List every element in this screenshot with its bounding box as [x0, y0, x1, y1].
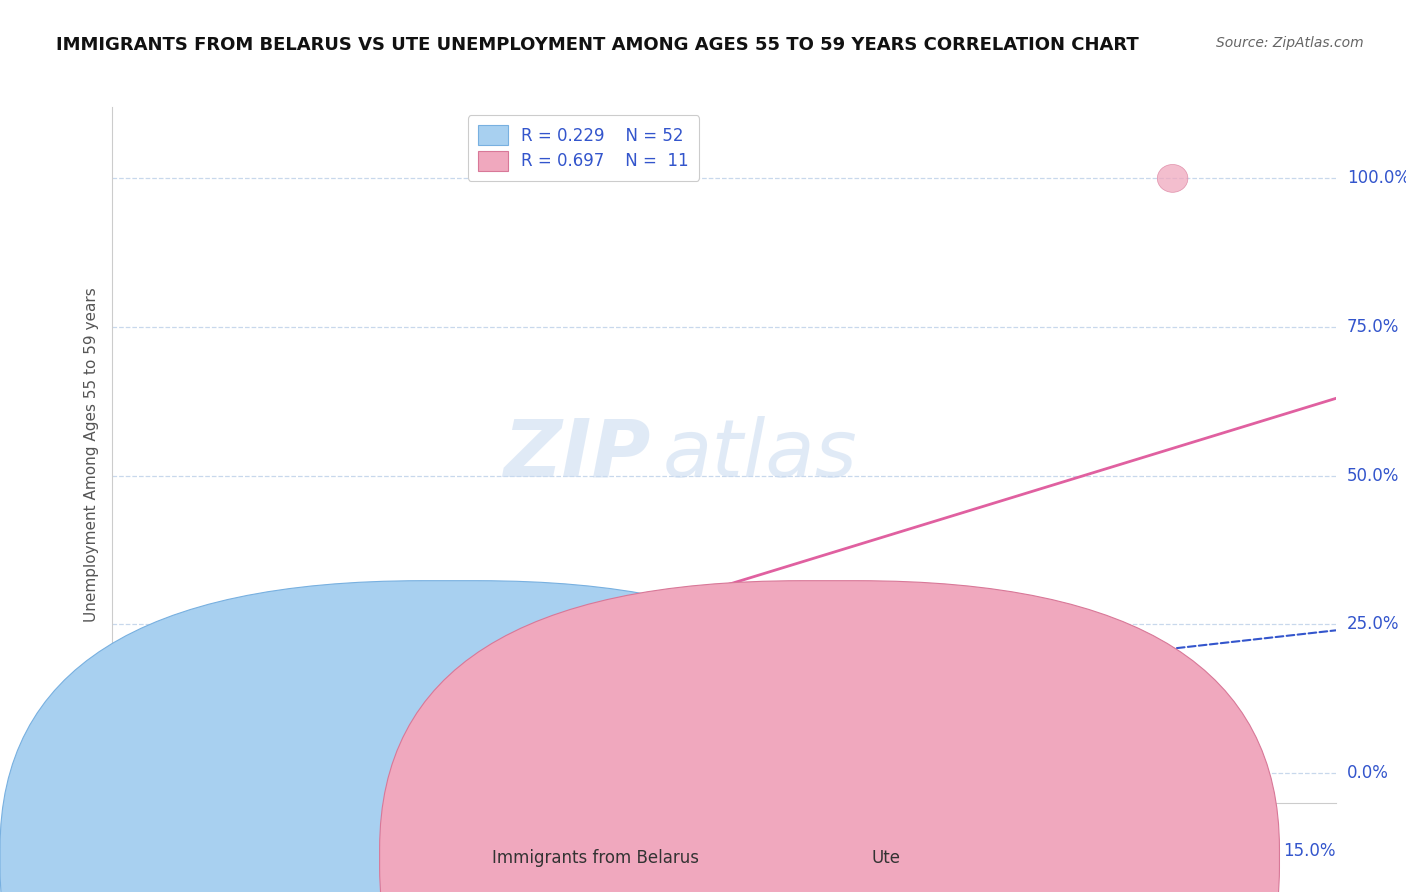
Ellipse shape: [163, 756, 193, 784]
Ellipse shape: [297, 748, 319, 768]
Ellipse shape: [134, 760, 156, 780]
Text: ZIP: ZIP: [503, 416, 651, 494]
Ellipse shape: [127, 757, 148, 777]
Ellipse shape: [112, 764, 135, 783]
Ellipse shape: [586, 717, 617, 746]
Ellipse shape: [264, 748, 287, 768]
Ellipse shape: [127, 650, 148, 670]
Text: 25.0%: 25.0%: [1347, 615, 1399, 633]
Ellipse shape: [330, 748, 352, 768]
Y-axis label: Unemployment Among Ages 55 to 59 years: Unemployment Among Ages 55 to 59 years: [83, 287, 98, 623]
Ellipse shape: [191, 755, 214, 774]
Ellipse shape: [108, 764, 129, 783]
Text: Ute: Ute: [872, 849, 901, 867]
Ellipse shape: [134, 632, 156, 652]
Ellipse shape: [150, 639, 173, 658]
Ellipse shape: [346, 748, 368, 768]
Ellipse shape: [112, 760, 134, 780]
Text: 15.0%: 15.0%: [1284, 842, 1336, 860]
Ellipse shape: [142, 626, 165, 646]
Ellipse shape: [305, 748, 328, 768]
Ellipse shape: [281, 748, 302, 768]
Text: IMMIGRANTS FROM BELARUS VS UTE UNEMPLOYMENT AMONG AGES 55 TO 59 YEARS CORRELATIO: IMMIGRANTS FROM BELARUS VS UTE UNEMPLOYM…: [56, 36, 1139, 54]
Ellipse shape: [142, 757, 165, 777]
Ellipse shape: [138, 640, 169, 668]
Ellipse shape: [232, 751, 254, 771]
Text: Source: ZipAtlas.com: Source: ZipAtlas.com: [1216, 36, 1364, 50]
Text: 50.0%: 50.0%: [1347, 467, 1399, 484]
Ellipse shape: [159, 755, 180, 774]
Ellipse shape: [159, 757, 180, 777]
Text: 0.0%: 0.0%: [112, 842, 155, 860]
Ellipse shape: [142, 644, 165, 664]
Ellipse shape: [127, 760, 148, 780]
Ellipse shape: [146, 757, 169, 777]
Ellipse shape: [322, 748, 343, 768]
Ellipse shape: [155, 640, 184, 668]
Text: 100.0%: 100.0%: [1347, 169, 1406, 187]
Ellipse shape: [249, 748, 270, 768]
Ellipse shape: [118, 657, 139, 676]
Ellipse shape: [174, 757, 197, 777]
Ellipse shape: [114, 759, 143, 787]
Ellipse shape: [354, 748, 377, 768]
Ellipse shape: [1157, 164, 1188, 193]
Ellipse shape: [129, 756, 160, 784]
Ellipse shape: [120, 764, 142, 783]
Text: Immigrants from Belarus: Immigrants from Belarus: [492, 849, 699, 867]
Text: 0.0%: 0.0%: [1347, 764, 1389, 782]
Ellipse shape: [105, 756, 136, 784]
Ellipse shape: [110, 757, 132, 777]
Legend: R = 0.229    N = 52, R = 0.697    N =  11: R = 0.229 N = 52, R = 0.697 N = 11: [468, 115, 699, 180]
Ellipse shape: [136, 764, 157, 783]
Ellipse shape: [118, 757, 139, 777]
Ellipse shape: [110, 764, 132, 783]
Text: 75.0%: 75.0%: [1347, 318, 1399, 336]
Ellipse shape: [146, 756, 177, 784]
FancyBboxPatch shape: [0, 581, 900, 892]
FancyBboxPatch shape: [380, 581, 1279, 892]
Ellipse shape: [256, 751, 278, 771]
Ellipse shape: [150, 760, 173, 780]
Ellipse shape: [134, 757, 156, 777]
Ellipse shape: [110, 760, 132, 780]
Ellipse shape: [183, 755, 205, 774]
Ellipse shape: [174, 755, 197, 774]
Ellipse shape: [208, 751, 229, 771]
Ellipse shape: [127, 755, 148, 774]
Ellipse shape: [127, 639, 148, 658]
Ellipse shape: [224, 748, 246, 768]
Ellipse shape: [200, 751, 221, 771]
Ellipse shape: [337, 748, 360, 768]
Ellipse shape: [111, 764, 134, 783]
Ellipse shape: [118, 764, 139, 783]
Ellipse shape: [167, 757, 188, 777]
Ellipse shape: [342, 640, 373, 668]
Ellipse shape: [167, 755, 188, 774]
Ellipse shape: [163, 760, 184, 780]
Ellipse shape: [142, 755, 165, 774]
Ellipse shape: [105, 760, 128, 780]
Ellipse shape: [215, 751, 238, 771]
Text: atlas: atlas: [664, 416, 858, 494]
Ellipse shape: [101, 759, 132, 787]
Ellipse shape: [114, 760, 136, 780]
Ellipse shape: [150, 757, 173, 777]
Ellipse shape: [118, 760, 139, 780]
Ellipse shape: [128, 760, 149, 780]
Ellipse shape: [134, 755, 156, 774]
Ellipse shape: [122, 760, 143, 780]
